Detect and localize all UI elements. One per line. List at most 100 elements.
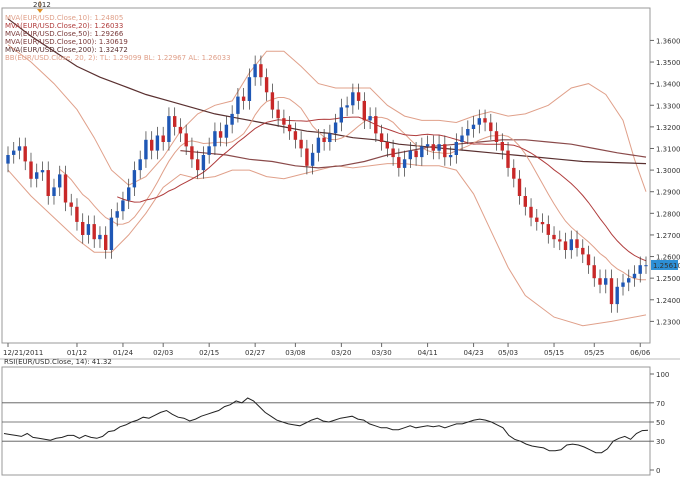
- candle: [351, 92, 355, 106]
- y-tick-label: 1.2700: [656, 232, 680, 240]
- candle: [230, 113, 234, 125]
- candle: [391, 148, 395, 158]
- candle: [161, 135, 165, 142]
- candle: [552, 234, 556, 240]
- candle: [448, 155, 453, 158]
- candle: [224, 124, 229, 138]
- candle: [575, 239, 579, 248]
- candle: [29, 161, 33, 179]
- candle: [443, 144, 447, 158]
- candle: [264, 77, 269, 93]
- candle: [604, 278, 608, 285]
- candle: [46, 170, 50, 196]
- x-tick-label: 02/03: [153, 349, 173, 357]
- candle: [196, 159, 200, 171]
- candle: [207, 146, 211, 155]
- candle: [454, 142, 458, 155]
- x-tick-label: 02/15: [199, 349, 219, 357]
- candle: [81, 222, 85, 235]
- x-tick-label: 01/12: [67, 349, 87, 357]
- x-tick-label: 03/08: [285, 349, 305, 357]
- candle: [374, 116, 378, 134]
- y-tick-label: 1.3300: [656, 102, 680, 110]
- candle: [558, 239, 562, 242]
- candle: [305, 148, 309, 166]
- y-tick-label: 1.2500: [656, 275, 680, 283]
- candle: [644, 265, 648, 267]
- candle: [385, 142, 389, 149]
- candle: [627, 278, 631, 283]
- y-tick-label: 1.2300: [656, 318, 680, 326]
- candle: [563, 241, 568, 250]
- candle: [190, 146, 194, 160]
- year-marker: 2012: [33, 1, 51, 9]
- legend-entry: MVA(EUR/USD.Close,50): 1.29266: [5, 30, 124, 38]
- candle: [638, 265, 642, 274]
- candle: [345, 105, 349, 108]
- x-tick-label: 05/03: [498, 349, 518, 357]
- candle: [184, 133, 188, 147]
- candle: [35, 172, 39, 179]
- candle: [98, 234, 102, 240]
- x-tick-label: 12/21/2011: [3, 349, 43, 357]
- candle: [104, 234, 108, 250]
- legend-entry: MVA(EUR/USD.Close,10): 1.24805: [5, 14, 123, 22]
- y-tick-label: 1.3200: [656, 124, 680, 132]
- candle: [322, 137, 326, 142]
- candle: [592, 265, 596, 279]
- y-tick-label: 1.3500: [656, 59, 680, 67]
- last-price-box: [651, 259, 678, 270]
- candle: [270, 92, 275, 110]
- x-tick-label: 06/06: [630, 349, 651, 357]
- candle: [282, 118, 286, 125]
- candle: [259, 64, 263, 78]
- x-tick-label: 05/15: [544, 349, 564, 357]
- candle: [529, 206, 533, 218]
- candle: [535, 217, 539, 222]
- candle: [86, 224, 91, 235]
- legend-entry: MVA(EUR/USD.Close,20): 1.26033: [5, 22, 123, 30]
- legend-entry: BB(EUR/USD.Close, 20, 2): TL: 1.29099 BL…: [5, 54, 231, 62]
- price-panel: [1, 7, 651, 344]
- y-tick-label: 1.3100: [656, 145, 680, 153]
- rsi-line: [3, 397, 649, 454]
- candle: [40, 170, 45, 173]
- candle: [356, 92, 361, 101]
- last-price-label: 1.25610: [653, 262, 680, 270]
- candle: [58, 174, 62, 188]
- rsi-y-tick-label: 70: [656, 400, 665, 408]
- candle: [368, 116, 372, 121]
- candle: [339, 107, 343, 123]
- candle: [466, 129, 470, 136]
- candle: [247, 77, 252, 101]
- x-tick-label: 04/11: [417, 349, 437, 357]
- candle: [241, 96, 246, 101]
- candle: [253, 64, 257, 78]
- y-tick-label: 1.2800: [656, 210, 680, 218]
- candle: [397, 157, 401, 168]
- candle: [408, 150, 412, 160]
- candle: [494, 131, 499, 142]
- candle: [420, 146, 424, 158]
- y-tick-label: 1.2900: [656, 189, 680, 197]
- y-tick-label: 1.3000: [656, 167, 680, 175]
- y-tick-label: 1.2600: [656, 254, 680, 262]
- candle: [615, 286, 619, 305]
- y-tick-label: 1.2400: [656, 297, 680, 305]
- candle: [477, 118, 481, 125]
- year-marker-arrow: [37, 9, 43, 13]
- legend-entry: MVA(EUR/USD.Close,200): 1.32472: [5, 46, 128, 54]
- x-tick-label: 04/23: [463, 349, 483, 357]
- candle: [201, 155, 206, 171]
- candle: [621, 282, 625, 287]
- rsi-y-tick-label: 100: [656, 371, 669, 379]
- candle: [92, 224, 96, 240]
- candle: [500, 142, 504, 151]
- ma10-line: [59, 97, 646, 281]
- candle: [23, 146, 27, 162]
- candle: [52, 187, 56, 196]
- candle: [63, 174, 68, 203]
- candle: [506, 150, 510, 168]
